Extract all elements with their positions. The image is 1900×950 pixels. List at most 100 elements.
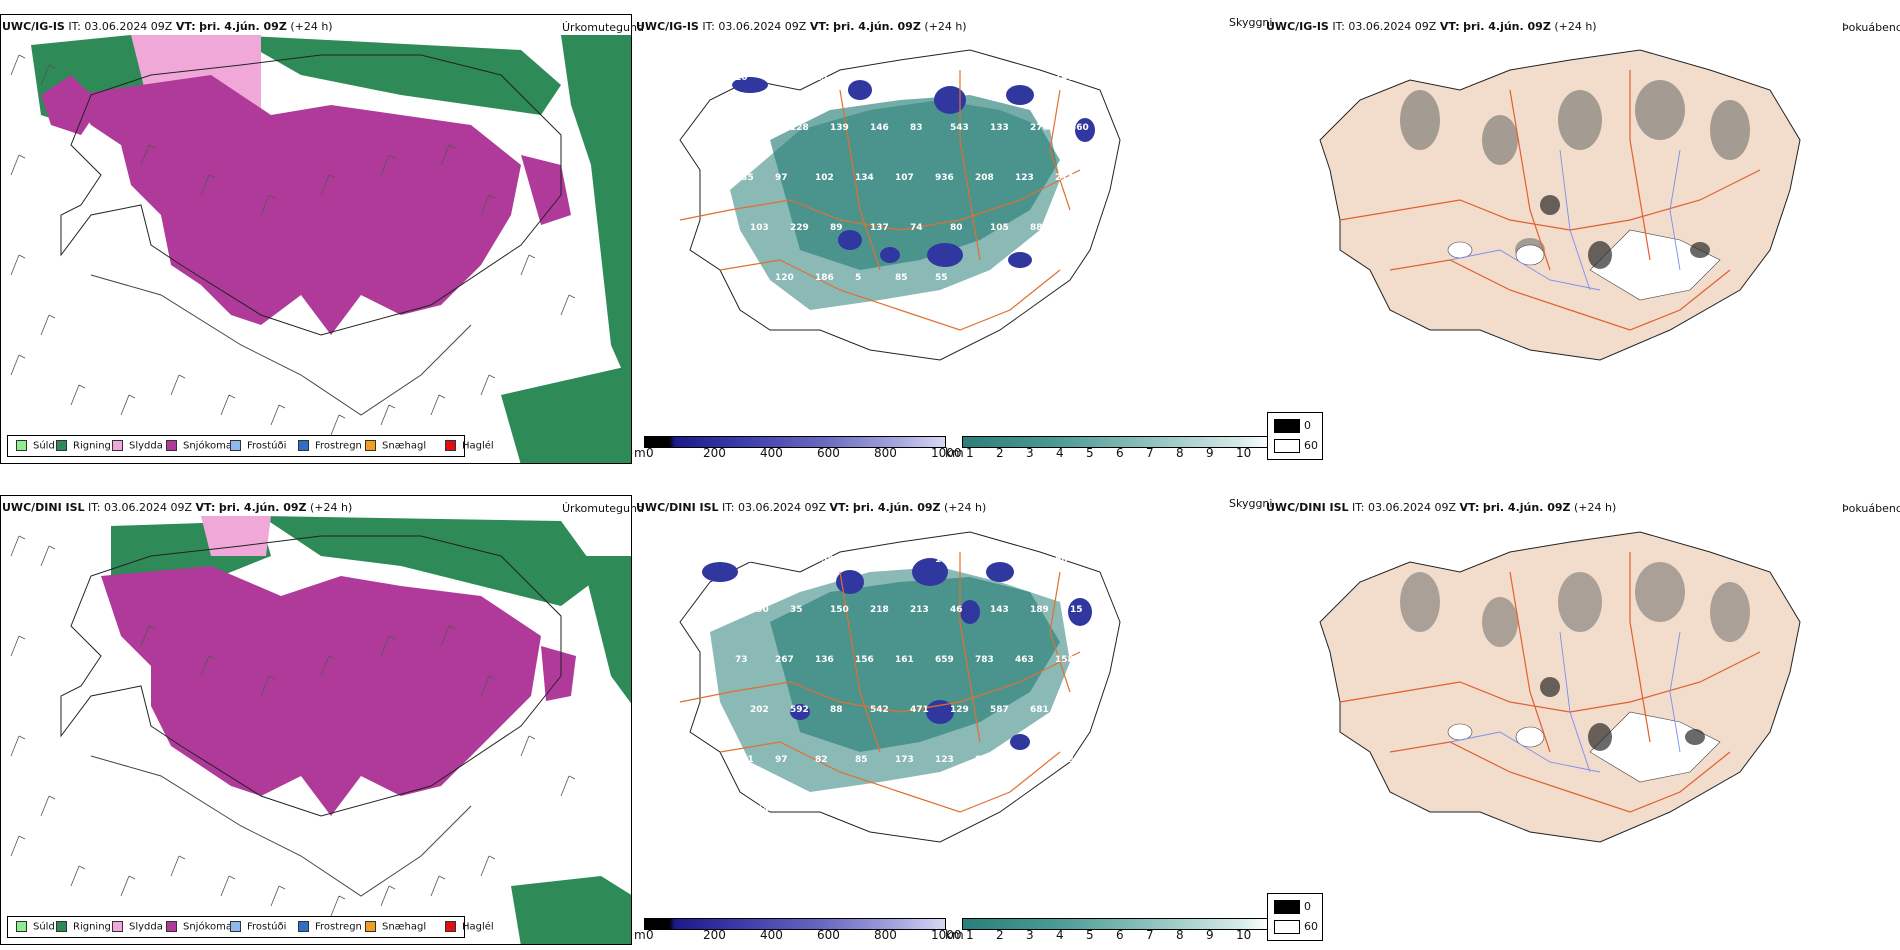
- legend-swatch-icon: [298, 440, 309, 451]
- visibility-map-bottom: 147 134 358 131 201 178 174 178 68 190 35 150 218 213…: [679, 531, 1121, 843]
- legend-swatch-icon: [230, 921, 241, 932]
- cbar-km-unit-top: km: [945, 446, 964, 460]
- visibility-title-bottom: Skyggni: [1229, 497, 1273, 510]
- vis-value-label: 542: [870, 705, 889, 715]
- legend-swatch-icon: [112, 921, 123, 932]
- vis-value-label: 202: [750, 705, 769, 715]
- legend-label: Snæhagl: [382, 440, 427, 452]
- legend-swatch-icon: [445, 921, 456, 932]
- vis-value-label: 178: [935, 555, 954, 565]
- precip-legend-item-bottom: Frostúði: [230, 921, 286, 933]
- vis-value-label: 681: [1030, 705, 1049, 715]
- cbar-km-tick: 6: [1116, 928, 1124, 942]
- vis-value-label: 88: [975, 755, 988, 765]
- legend-label: Rigning: [73, 440, 111, 452]
- vis-value-label: 136: [815, 655, 834, 665]
- fog-title-bottom: Þokuábendi: [1842, 502, 1900, 515]
- vis-value-label: 139: [830, 123, 849, 133]
- cbar-km-tick: 7: [1146, 928, 1154, 942]
- vis-value-label: 936: [935, 173, 954, 183]
- vis-value-label: 218: [870, 605, 889, 615]
- header-precip-top: UWC/IG-IS IT: 03.06.2024 09Z VT: þri. 4.…: [2, 20, 333, 33]
- vis-value-label: 156: [855, 655, 874, 665]
- precip-legend-item-top: Frostúði: [230, 440, 286, 452]
- precip-legend-item-bottom: Haglél: [445, 921, 494, 933]
- vis-value-label: 15: [815, 73, 828, 83]
- legend-label: Súld: [33, 440, 55, 452]
- cbar-km-tick: 5: [1086, 928, 1094, 942]
- precip-legend-item-top: Snjókoma: [166, 440, 232, 452]
- header-precip-bottom: UWC/DINI ISL IT: 03.06.2024 09Z VT: þri.…: [2, 501, 353, 514]
- legend-label: Snæhagl: [382, 921, 427, 933]
- legend-swatch-icon: [298, 921, 309, 932]
- header-fog-bottom: UWC/DINI ISL IT: 03.06.2024 09Z VT: þri.…: [1266, 501, 1617, 514]
- cbar-m-tick: 600: [817, 928, 840, 942]
- cbar-km-tick: 9: [1206, 928, 1214, 942]
- vis-value-label: 587: [990, 705, 1009, 715]
- cbar-km-tick: 1: [966, 928, 974, 942]
- legend-label: Súld: [33, 921, 55, 933]
- vis-value-label: 156: [750, 123, 769, 133]
- vis-value-label: 80: [950, 223, 963, 233]
- precip-legend-bottom: Súld Rigning Slydda Snjókoma Frostúði Frostre…: [7, 916, 494, 938]
- legend-swatch-icon: [365, 921, 376, 932]
- vis-value-label: 150: [830, 605, 849, 615]
- vis-labels-bottom: 147 134 358 131 201 178 174 178 68 190 35 150 218 213…: [735, 555, 1089, 815]
- vis-value-label: 129: [950, 705, 969, 715]
- vis-value-label: 208: [975, 173, 994, 183]
- fog-legend-black-swatch: [1274, 419, 1300, 433]
- vis-value-label: 229: [790, 223, 809, 233]
- legend-label: Slydda: [129, 921, 163, 933]
- cbar-m-unit-bottom: m: [634, 928, 646, 942]
- cbar-km-tick: 8: [1176, 928, 1184, 942]
- cbar-m-tick: 400: [760, 928, 783, 942]
- colorbar-m-top: [644, 436, 946, 448]
- vis-labels-top: 10 16 15 949 162 230 159 235 140 156 128 139 146 83 54…: [735, 73, 1089, 283]
- legend-label: Slydda: [129, 440, 163, 452]
- vis-value-label: 161: [895, 655, 914, 665]
- precip-title-top: Úrkomutegund: [562, 21, 644, 34]
- legend-label: Rigning: [73, 921, 111, 933]
- vis-value-label: 120: [775, 273, 794, 283]
- precip-legend-item-top: Frostregn: [298, 440, 362, 452]
- cbar-km-tick: 3: [1026, 928, 1034, 942]
- fog-map-bottom: [1319, 531, 1801, 843]
- legend-label: Haglél: [462, 921, 494, 933]
- vis-value-label: 10: [735, 73, 748, 83]
- vis-value-label: 88: [830, 705, 843, 715]
- cbar-m-tick: 1000: [931, 446, 962, 460]
- legend-swatch-icon: [166, 921, 177, 932]
- legend-label: Frostregn: [315, 921, 362, 933]
- vis-value-label: 189: [1030, 605, 1049, 615]
- vis-value-label: 360: [1070, 123, 1089, 133]
- fog-title-top: Þokuábendi: [1842, 21, 1900, 34]
- legend-label: Frostúði: [247, 440, 287, 452]
- cbar-km-tick: 5: [1086, 446, 1094, 460]
- vis-value-label: 358: [815, 555, 834, 565]
- precip-legend-item-bottom: Rigning: [56, 921, 111, 933]
- precip-map-top: [10, 35, 631, 463]
- cbar-km-tick: 2: [996, 446, 1004, 460]
- vis-value-label: 162: [895, 73, 914, 83]
- precip-legend-item-top: Snæhagl: [365, 440, 426, 452]
- cbar-km-tick: 2: [996, 928, 1004, 942]
- legend-swatch-icon: [166, 440, 177, 451]
- vis-value-label: 949: [855, 73, 874, 83]
- cbar-km-tick: 9: [1206, 446, 1214, 460]
- vis-value-label: 592: [790, 705, 809, 715]
- cbar-m-tick: 800: [874, 928, 897, 942]
- vis-value-label: 267: [775, 655, 794, 665]
- vis-value-label: 137: [870, 223, 889, 233]
- vis-value-label: 73: [735, 655, 748, 665]
- vis-value-label: 89: [830, 223, 843, 233]
- precip-map-panel-top: Súld Rigning Slydda Snjókoma Frostúði Frostre…: [0, 14, 632, 464]
- vis-value-label: 535: [735, 173, 754, 183]
- vis-value-label: 134: [775, 555, 794, 565]
- vis-value-label: 188: [1055, 755, 1074, 765]
- vis-value-label: 213: [910, 605, 929, 615]
- cbar-m-tick: 800: [874, 446, 897, 460]
- precip-legend-item-bottom: Slydda: [112, 921, 163, 933]
- cbar-m-tick: 200: [703, 928, 726, 942]
- vis-value-label: 471: [910, 705, 929, 715]
- cbar-km-tick: 8: [1176, 446, 1184, 460]
